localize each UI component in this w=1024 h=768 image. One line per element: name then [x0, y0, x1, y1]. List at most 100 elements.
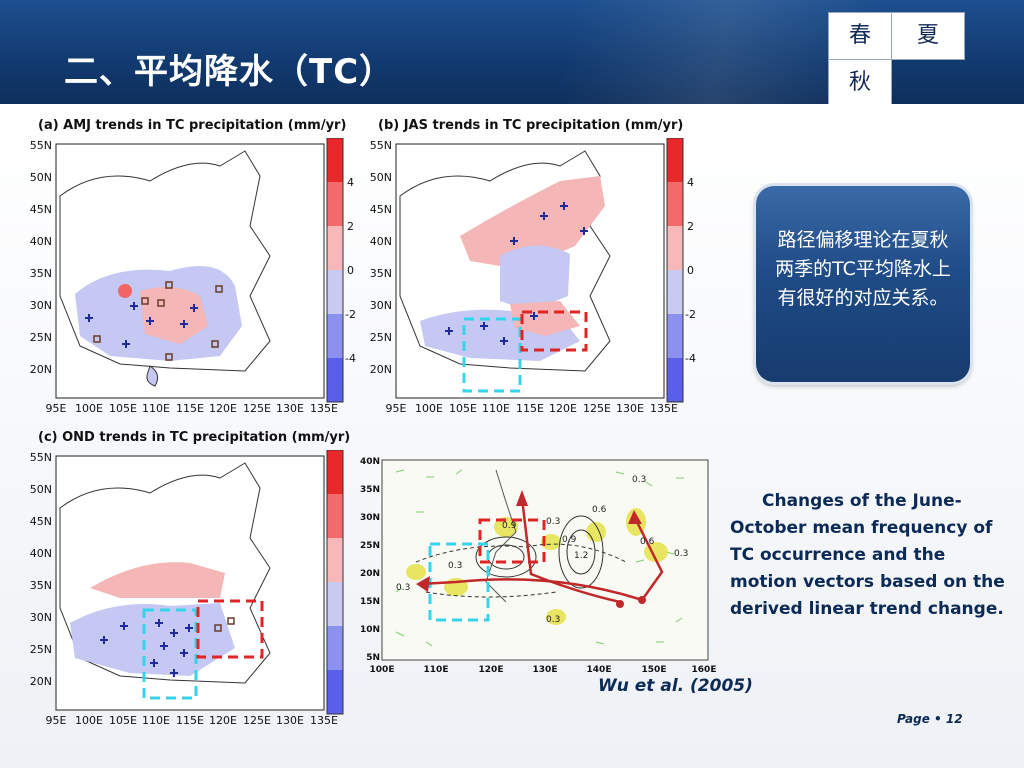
- figure-caption: Changes of the June-October mean frequen…: [730, 491, 1005, 619]
- lon-label: 150E: [642, 665, 667, 675]
- lat-label: 40N: [30, 235, 52, 248]
- lon-label: 125E: [243, 402, 271, 415]
- panel-c-plus: [100, 619, 193, 677]
- lat-label: 35N: [30, 579, 52, 592]
- panel-c-colorbar: [326, 450, 344, 715]
- lat-label: 30N: [30, 299, 52, 312]
- lon-label: 125E: [243, 714, 271, 727]
- lat-label: 20N: [370, 363, 392, 376]
- panel-b-red-box: [520, 310, 588, 352]
- lon-label: 120E: [479, 665, 504, 675]
- panel-b-title: (b) JAS trends in TC precipitation (mm/y…: [378, 118, 684, 133]
- tab-spring[interactable]: 春: [828, 12, 892, 60]
- panel-a-plus: [85, 302, 198, 348]
- panel-a-hainan: [146, 365, 159, 387]
- colorbar-label: -2: [345, 308, 356, 321]
- panel-c-cyan-box: [142, 608, 198, 700]
- lon-label: 115E: [176, 402, 204, 415]
- panel-c-shade-neg: [70, 603, 235, 676]
- lon-label: 130E: [616, 402, 644, 415]
- page-label: Page: [897, 712, 930, 726]
- callout-box: 路径偏移理论在夏秋两季的TC平均降水上有很好的对应关系。: [756, 186, 970, 382]
- panel-a-lat-labels: 55N 50N 45N 40N 35N 30N 25N 20N: [30, 139, 52, 376]
- panel-b-map: 55N 50N 45N 40N 35N 30N 25N 20N 95E 100E…: [370, 139, 678, 415]
- lon-label: 120E: [209, 714, 237, 727]
- lon-label: 135E: [310, 402, 338, 415]
- panel-b-lat-labels: 55N 50N 45N 40N 35N 30N 25N 20N: [370, 139, 392, 376]
- lon-label: 125E: [583, 402, 611, 415]
- panel-a-markers: [93, 281, 223, 361]
- panel-c-shade-pos: [90, 562, 225, 598]
- lat-label: 20N: [30, 363, 52, 376]
- lat-label: 20N: [30, 675, 52, 688]
- panel-a-title: (a) AMJ trends in TC precipitation (mm/y…: [38, 118, 347, 133]
- lat-label: 55N: [30, 139, 52, 152]
- panel-c-coastline: [59, 462, 271, 684]
- contour-label: 0.3: [632, 475, 646, 485]
- colorbar-label: 2: [687, 220, 694, 233]
- colorbar-label: 4: [687, 176, 694, 189]
- vector-map-cyan-box: [428, 542, 490, 622]
- lat-label: 50N: [30, 171, 52, 184]
- callout-text: 路径偏移理论在夏秋两季的TC平均降水上有很好的对应关系。: [775, 229, 951, 309]
- lat-label: 30N: [360, 513, 380, 523]
- tab-autumn-label: 秋: [848, 70, 871, 95]
- colorbar-label: -4: [685, 352, 696, 365]
- colorbar-label: 0: [687, 264, 694, 277]
- vector-map-tracks: [419, 497, 664, 604]
- page-number: Page • 12: [897, 712, 963, 726]
- contour-label: 0.3: [674, 549, 688, 559]
- panel-c-lat-labels: 55N 50N 45N 40N 35N 30N 25N 20N: [30, 451, 52, 688]
- lat-label: 35N: [360, 485, 380, 495]
- panel-c-title: (c) OND trends in TC precipitation (mm/y…: [38, 430, 351, 445]
- panel-a-peak: [118, 284, 132, 298]
- contour-label: 0.3: [448, 561, 462, 571]
- tab-autumn[interactable]: 秋: [828, 59, 892, 107]
- slide-title: 二、平均降水（TC）: [64, 52, 395, 92]
- lat-label: 40N: [370, 235, 392, 248]
- lon-label: 160E: [692, 665, 717, 675]
- contour-label: 0.6: [592, 505, 607, 515]
- lat-label: 55N: [30, 451, 52, 464]
- panel-b-plus: [445, 202, 588, 345]
- vector-map-arrowheads: [416, 490, 646, 608]
- panel-c-red-box: [196, 599, 264, 659]
- colorbar-label: 4: [347, 176, 354, 189]
- lon-label: 140E: [587, 665, 612, 675]
- colorbar-label: -2: [685, 308, 696, 321]
- lon-label: 100E: [75, 714, 103, 727]
- panel-a-map: 55N 50N 45N 40N 35N 30N 25N 20N 95E 100E…: [30, 139, 338, 415]
- vector-map-contour-labels: 0.3 0.3 0.9 0.3 0.9 0.6 1.2 0.3 0.6 0.3 …: [396, 475, 688, 625]
- lon-label: 105E: [449, 402, 477, 415]
- panel-a-lon-labels: 95E 100E 105E 110E 115E 120E 125E 130E 1…: [46, 402, 338, 415]
- vector-map: 0.3 0.3 0.9 0.3 0.9 0.6 1.2 0.3 0.6 0.3 …: [360, 457, 717, 675]
- lon-label: 115E: [516, 402, 544, 415]
- lat-label: 20N: [360, 569, 380, 579]
- lat-label: 45N: [370, 203, 392, 216]
- colorbar-label: 0: [347, 264, 354, 277]
- lon-label: 95E: [46, 402, 67, 415]
- contour-label: 0.3: [546, 615, 560, 625]
- lat-label: 15N: [360, 597, 380, 607]
- lat-label: 55N: [370, 139, 392, 152]
- lon-label: 100E: [370, 665, 395, 675]
- panel-b-colorbar: 4 2 0 -2 -4: [666, 138, 696, 403]
- lon-label: 130E: [276, 402, 304, 415]
- lon-label: 135E: [650, 402, 678, 415]
- lat-label: 10N: [360, 625, 380, 635]
- lon-label: 120E: [549, 402, 577, 415]
- panel-c-map: 55N 50N 45N 40N 35N 30N 25N 20N 95E 100E…: [30, 451, 338, 727]
- contour-label: 0.9: [502, 521, 517, 531]
- tab-spring-label: 春: [848, 23, 871, 48]
- figure-credit: Wu et al. (2005): [598, 676, 753, 696]
- tab-summer-label: 夏: [916, 23, 939, 48]
- lon-label: 135E: [310, 714, 338, 727]
- lon-label: 120E: [209, 402, 237, 415]
- tab-summer[interactable]: 夏: [891, 12, 965, 60]
- lon-label: 95E: [386, 402, 407, 415]
- lon-label: 105E: [109, 714, 137, 727]
- lat-label: 45N: [30, 515, 52, 528]
- lon-label: 110E: [424, 665, 449, 675]
- panel-c-markers: [214, 617, 235, 632]
- panel-c-lon-labels: 95E 100E 105E 110E 115E 120E 125E 130E 1…: [46, 714, 338, 727]
